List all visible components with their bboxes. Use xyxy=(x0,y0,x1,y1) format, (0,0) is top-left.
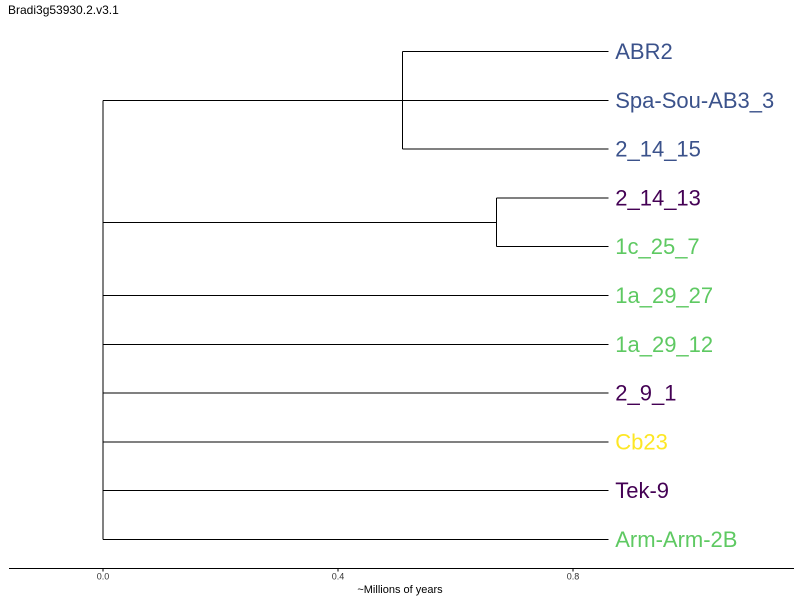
axis-title: ~Millions of years xyxy=(357,584,443,596)
tree-branches xyxy=(102,51,609,540)
tip-labels: ABR2 Spa-Sou-AB3_3 2_14_15 2_14_13 1c_25_7 1a… xyxy=(615,39,774,552)
tip-label: Cb23 xyxy=(615,429,668,454)
axis-ticks: 0.0 0.4 0.8 xyxy=(97,568,580,582)
tip-label: 2_9_1 xyxy=(615,381,676,406)
axis-tick-label: 0.0 xyxy=(97,572,110,582)
tip-label: 1a_29_12 xyxy=(615,332,713,357)
tip-label: 2_14_15 xyxy=(615,137,701,162)
axis-tick-label: 0.4 xyxy=(332,572,345,582)
figure-title: Bradi3g53930.2.v3.1 xyxy=(8,3,119,17)
tip-label: 1a_29_27 xyxy=(615,283,713,308)
tip-label: ABR2 xyxy=(615,39,672,64)
tip-label: Arm-Arm-2B xyxy=(615,527,737,552)
tip-label: Tek-9 xyxy=(615,478,669,503)
tip-label: 1c_25_7 xyxy=(615,234,699,259)
tip-label: Spa-Sou-AB3_3 xyxy=(615,88,774,113)
axis-tick-label: 0.8 xyxy=(567,572,580,582)
time-axis: 0.0 0.4 0.8 ~Millions of years xyxy=(9,568,794,596)
tip-label: 2_14_13 xyxy=(615,185,701,210)
